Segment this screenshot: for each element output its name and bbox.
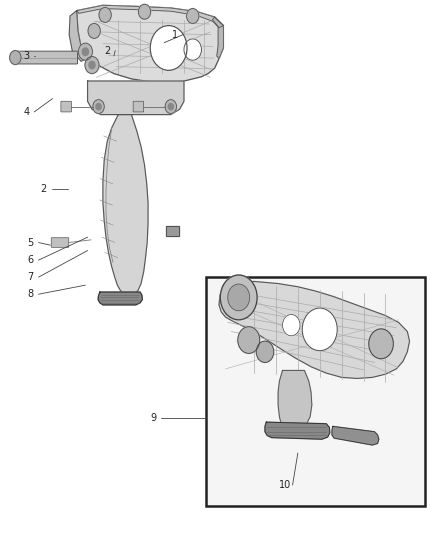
Circle shape — [78, 43, 92, 60]
Polygon shape — [98, 292, 142, 305]
Circle shape — [82, 48, 88, 55]
Text: 10: 10 — [279, 480, 291, 490]
Circle shape — [10, 51, 21, 64]
Text: 9: 9 — [150, 414, 156, 423]
Text: 4: 4 — [23, 107, 29, 117]
Text: 7: 7 — [28, 272, 34, 282]
Text: 3: 3 — [23, 51, 29, 61]
Circle shape — [96, 103, 101, 110]
Text: 8: 8 — [28, 289, 34, 299]
Bar — [166, 226, 179, 236]
Polygon shape — [69, 11, 90, 61]
Bar — [206, 277, 425, 506]
Polygon shape — [332, 426, 379, 445]
Circle shape — [85, 56, 99, 74]
Text: 2: 2 — [104, 46, 110, 55]
Circle shape — [89, 61, 95, 69]
Polygon shape — [103, 115, 148, 294]
Circle shape — [88, 23, 100, 38]
Polygon shape — [219, 281, 410, 378]
Circle shape — [228, 284, 250, 311]
Circle shape — [93, 100, 104, 114]
Circle shape — [168, 103, 173, 110]
Polygon shape — [278, 370, 312, 424]
Circle shape — [184, 39, 201, 60]
Circle shape — [187, 9, 199, 23]
Circle shape — [238, 327, 260, 353]
FancyBboxPatch shape — [61, 101, 71, 112]
Polygon shape — [88, 81, 184, 115]
Circle shape — [256, 341, 274, 362]
FancyBboxPatch shape — [12, 51, 78, 64]
FancyBboxPatch shape — [51, 238, 69, 247]
Bar — [166, 226, 179, 236]
Circle shape — [138, 4, 151, 19]
Polygon shape — [212, 17, 223, 59]
Circle shape — [302, 308, 337, 351]
Circle shape — [283, 314, 300, 336]
Circle shape — [165, 100, 177, 114]
FancyBboxPatch shape — [133, 101, 144, 112]
Circle shape — [150, 26, 187, 70]
Text: 1: 1 — [172, 30, 178, 39]
Text: 6: 6 — [28, 255, 34, 265]
Circle shape — [220, 275, 257, 320]
Text: 5: 5 — [28, 238, 34, 247]
Circle shape — [99, 7, 111, 22]
Polygon shape — [265, 422, 330, 439]
Polygon shape — [77, 5, 223, 28]
Circle shape — [369, 329, 393, 359]
Text: 2: 2 — [41, 184, 47, 194]
Polygon shape — [77, 5, 223, 83]
